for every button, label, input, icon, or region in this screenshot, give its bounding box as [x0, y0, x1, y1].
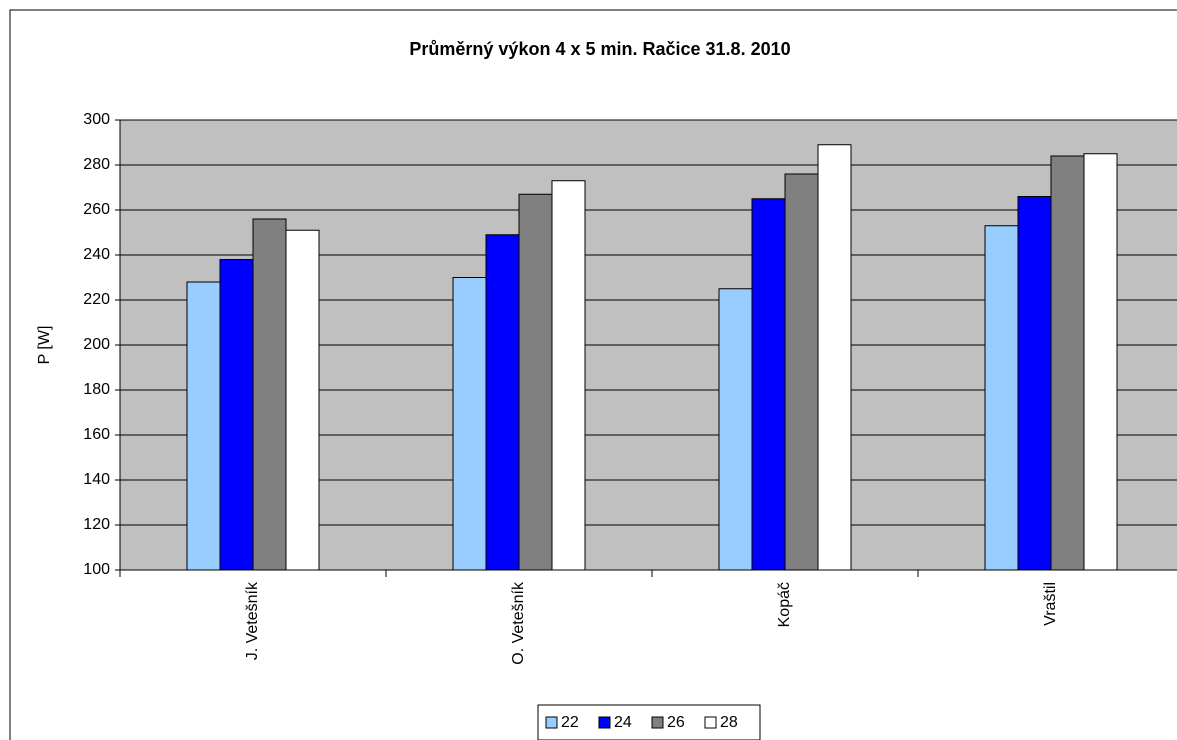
legend-label: 26: [667, 714, 685, 731]
y-tick-label: 280: [83, 156, 110, 173]
y-tick-label: 300: [83, 111, 110, 128]
bar: [1083, 153, 1118, 571]
y-tick-label: 120: [83, 516, 110, 533]
y-tick-label: 180: [83, 381, 110, 398]
bar: [718, 288, 753, 571]
bar: [485, 234, 520, 571]
bar: [751, 198, 786, 571]
y-tick-label: 240: [83, 246, 110, 263]
x-tick-label: O. Vetešník: [510, 581, 527, 665]
legend-label: 24: [614, 714, 632, 731]
y-tick-label: 160: [83, 426, 110, 443]
bar: [784, 173, 819, 571]
legend-swatch: [598, 716, 611, 729]
legend-label: 28: [720, 714, 738, 731]
y-tick-label: 220: [83, 291, 110, 308]
bar: [285, 229, 320, 571]
y-tick-label: 140: [83, 471, 110, 488]
chart-title: Průměrný výkon 4 x 5 min. Račice 31.8. 2…: [409, 39, 790, 59]
bar: [551, 180, 586, 571]
legend-swatch: [651, 716, 664, 729]
y-axis-label: P [W]: [36, 326, 53, 365]
bar: [1050, 155, 1085, 571]
bar: [984, 225, 1019, 571]
y-tick-label: 100: [83, 561, 110, 578]
x-tick-label: Kopáč: [776, 582, 793, 627]
bar: [186, 281, 221, 571]
legend-swatch: [704, 716, 717, 729]
y-tick-label: 260: [83, 201, 110, 218]
bar: [1017, 196, 1052, 571]
legend-box: [537, 704, 761, 740]
bar: [252, 218, 287, 571]
x-tick-label: J. Vetešník: [244, 581, 261, 660]
bar: [518, 193, 553, 571]
legend-label: 22: [561, 714, 579, 731]
bar: [452, 277, 487, 571]
x-tick-label: Vraštil: [1042, 582, 1059, 626]
bar: [219, 259, 254, 571]
y-tick-label: 200: [83, 336, 110, 353]
legend-swatch: [545, 716, 558, 729]
bar: [817, 144, 852, 571]
